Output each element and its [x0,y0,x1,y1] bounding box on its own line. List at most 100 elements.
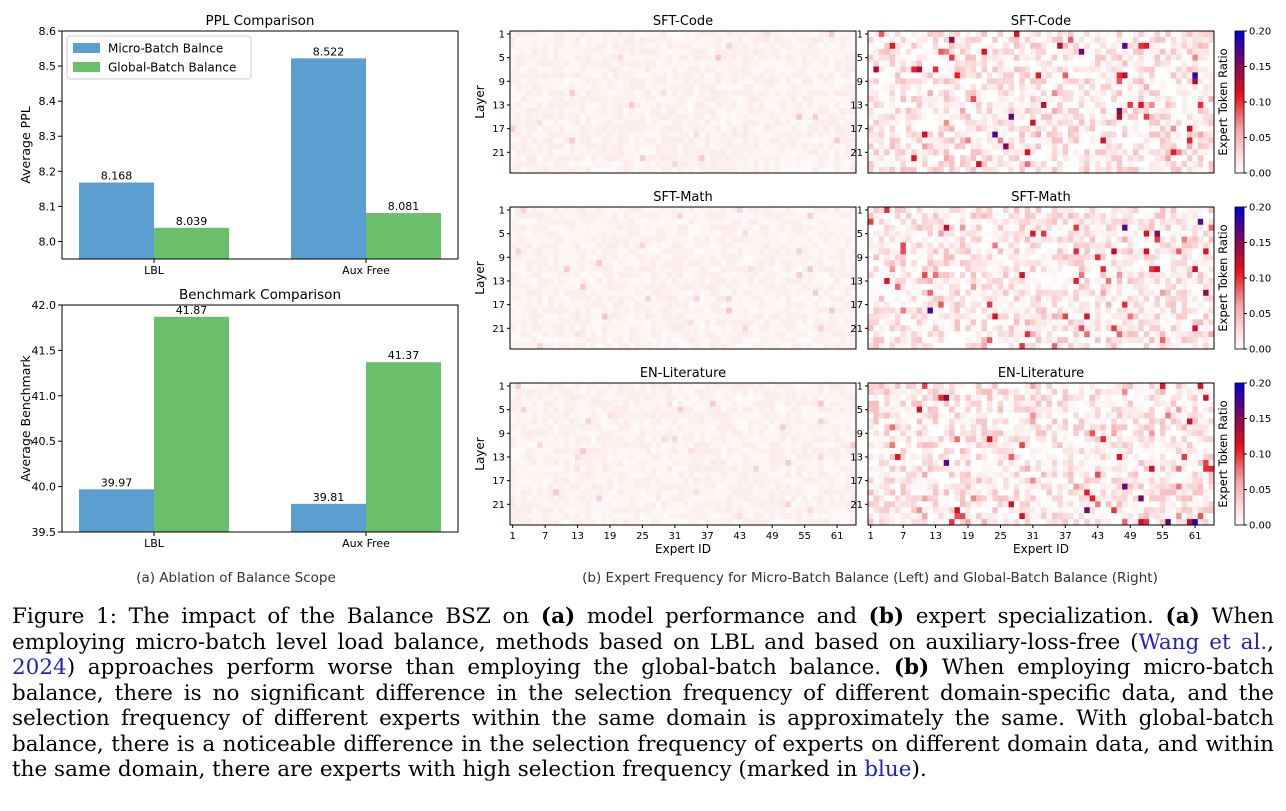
x-tick-label: 25 [636,531,649,542]
x-tick-label: 31 [1027,531,1040,542]
y-tick-label: 41.0 [32,390,57,403]
y-tick-label: 17 [492,300,505,311]
data-label: 8.039 [176,215,208,228]
colorbar-tick-label: 0.10 [1249,450,1271,461]
data-label: 39.81 [313,491,345,504]
x-tick-label: 1 [510,531,516,542]
data-label: 39.97 [101,476,133,489]
bar-chart-1: Benchmark Comparison 39.97 39.81 41.87 41.37… [18,287,459,550]
heatmap-frame [509,30,857,174]
colorbar-tick-label: 0.15 [1249,414,1271,425]
bar-global-batch-balance-1 [366,213,441,259]
x-tick-label: 13 [571,531,584,542]
colorbar-0: 0.00 0.05 0.10 0.15 0.20 Expert Token Ratio [1216,27,1271,180]
y-tick-label: 5 [857,405,863,416]
x-tick-label: 7 [900,531,906,542]
y-tick-label: 9 [499,77,505,88]
x-tick-label: 25 [994,531,1007,542]
x-tick-label: 55 [1156,531,1169,542]
y-tick-label: 13 [492,276,505,287]
bar-micro-batch-balnce-0 [79,182,154,259]
legend-label: Global-Batch Balance [108,61,236,75]
y-tick-label: 17 [492,124,505,135]
heatmap-micro-1: SFT-Math 1 5 9 13 17 21 Layer [473,190,857,350]
x-tick-label: 49 [1124,531,1137,542]
colorbar-label: Expert Token Ratio [1216,400,1230,507]
colorbar-tick-label: 0.10 [1249,98,1271,109]
y-tick-label: 8.5 [39,60,57,73]
data-label: 41.87 [176,304,208,317]
y-tick-label: 13 [492,100,505,111]
y-tick-label: 8.3 [39,130,57,143]
colorbar-tick-label: 0.20 [1249,379,1271,390]
colorbar-tick-label: 0.15 [1249,238,1271,249]
y-axis-label: Average PPL [18,106,33,183]
legend-label: Micro-Batch Balnce [108,42,223,56]
y-tick-label: 13 [850,276,863,287]
heatmap-title: EN-Literature [998,366,1084,381]
y-tick-label: 5 [857,229,863,240]
bar-micro-batch-balnce-1 [291,503,366,532]
y-axis-label: Layer [473,85,487,119]
bar-global-batch-balance-1 [366,362,441,532]
subcaption-a: (a) Ablation of Balance Scope [136,570,336,586]
y-axis-label: Layer [473,261,487,295]
y-tick-label: 5 [857,53,863,64]
y-tick-label: 17 [492,476,505,487]
bar-micro-batch-balnce-0 [79,489,154,532]
colorbar-tick-label: 0.05 [1249,309,1271,320]
x-tick-label: Aux Free [342,537,390,550]
y-tick-label: 21 [492,500,505,511]
y-tick-label: 8.0 [39,235,57,248]
data-label: 8.168 [101,170,133,183]
heatmap-global-0: SFT-Code 1 5 9 13 17 21 [850,14,1215,174]
x-tick-label: LBL [144,264,165,277]
citation-year-link[interactable]: 2024 [12,655,67,680]
y-tick-label: 17 [850,476,863,487]
y-tick-label: 17 [850,300,863,311]
x-tick-label: 55 [798,531,811,542]
x-tick-label: Aux Free [342,264,390,277]
y-tick-label: 1 [857,29,863,40]
heatmap-frame [509,382,857,526]
colorbar-scale [1234,206,1245,350]
heatmap-global-1: SFT-Math 1 5 9 13 17 21 [850,190,1215,350]
heatmap-title: SFT-Math [1011,190,1070,205]
x-tick-label: 19 [962,531,975,542]
data-label: 8.522 [313,45,345,58]
y-tick-label: 8.2 [39,165,57,178]
x-tick-label: 37 [1059,531,1072,542]
y-tick-label: 21 [492,148,505,159]
heatmap-frame [867,206,1215,350]
x-tick-label: 43 [733,531,746,542]
colorbar-scale [1234,382,1245,526]
y-tick-label: 9 [857,429,863,440]
x-tick-label: 61 [1189,531,1202,542]
colorbar-tick-label: 0.15 [1249,62,1271,73]
heatmap-micro-0: SFT-Code 1 5 9 13 17 21 Layer [473,14,857,174]
caption-lead: Figure 1: [12,604,117,629]
citation-link[interactable]: Wang et al. [1138,629,1268,655]
colorbar-tick-label: 0.10 [1249,274,1271,285]
x-tick-label: 1 [868,531,874,542]
x-tick-label: LBL [144,537,165,550]
chart-title: PPL Comparison [206,13,315,29]
x-tick-label: 37 [701,531,714,542]
y-tick-label: 39.5 [32,526,57,539]
y-tick-label: 40.5 [32,435,57,448]
heatmap-frame [867,382,1215,526]
colorbar-tick-label: 0.00 [1249,521,1271,532]
colorbar-label: Expert Token Ratio [1216,48,1230,155]
bar-global-batch-balance-0 [154,316,229,532]
y-axis-label: Average Benchmark [18,354,33,481]
y-tick-label: 1 [499,381,505,392]
y-tick-label: 9 [499,253,505,264]
y-tick-label: 21 [850,500,863,511]
legend-swatch [73,62,100,72]
y-tick-label: 9 [499,429,505,440]
legend: Micro-Batch Balnce Global-Batch Balance [66,35,252,80]
colorbar-tick-label: 0.05 [1249,485,1271,496]
x-tick-label: 7 [542,531,548,542]
